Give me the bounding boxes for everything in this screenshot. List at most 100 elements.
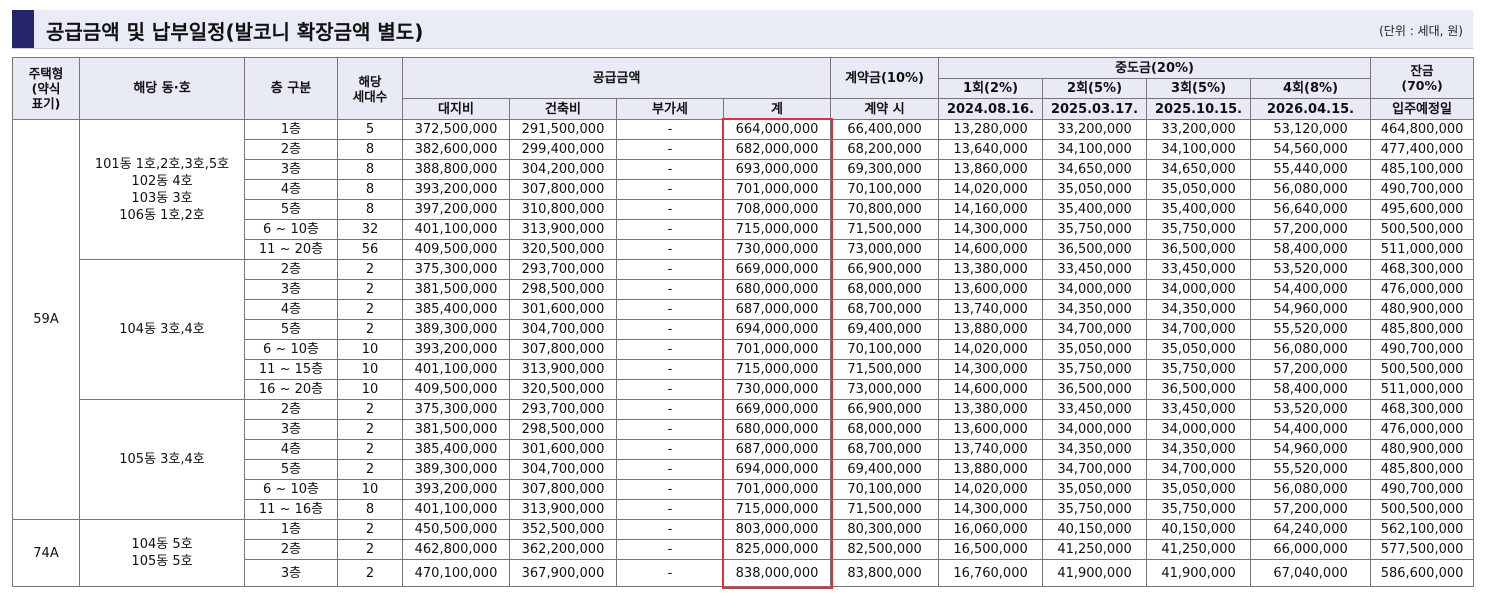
land-cell: 409,500,000: [402, 239, 510, 260]
table-row: 5층 2 389,300,000 304,700,000-694,000,000 69,…: [13, 319, 1475, 340]
land-cell: 388,800,000: [402, 159, 510, 180]
table-row: 3층 2 381,500,000 298,500,000-680,000,000 68,…: [13, 419, 1475, 440]
building-cell: 304,700,000: [509, 319, 617, 340]
units-cell: 2: [337, 419, 403, 440]
building-cell: 301,600,000: [509, 299, 617, 320]
table-row: 3층 2 470,100,000 367,900,000-838,000,000 83,…: [13, 559, 1475, 587]
balance-cell: 480,900,000: [1370, 439, 1475, 460]
total-cell: 838,000,000: [722, 559, 832, 587]
m1-cell: 14,020,000: [938, 479, 1044, 500]
header-m4: 4회(8%): [1250, 78, 1372, 99]
units-cell: 2: [337, 519, 403, 540]
total-cell: 701,000,000: [722, 339, 832, 360]
m3-cell: 34,000,000: [1146, 279, 1252, 300]
m4-cell: 54,960,000: [1250, 439, 1372, 460]
total-cell: 730,000,000: [722, 379, 832, 400]
vat-cell: -: [616, 279, 724, 300]
deposit-cell: 70,100,000: [830, 179, 940, 200]
land-cell: 385,400,000: [402, 299, 510, 320]
total-cell: 730,000,000: [722, 239, 832, 260]
units-cell: 8: [337, 159, 403, 180]
units-cell: 2: [337, 259, 403, 280]
table-row: 59A 101동 1호,2호,3호,5호 102동 4호 103동 3호 106동 1호…: [12, 119, 1475, 520]
m2-cell: 35,750,000: [1042, 219, 1148, 240]
total-cell: 825,000,000: [722, 539, 832, 560]
m2-cell: 33,450,000: [1042, 399, 1148, 420]
dong-ho-line: 102동 4호: [131, 173, 193, 189]
units-cell: 10: [337, 339, 403, 360]
deposit-cell: 80,300,000: [830, 519, 940, 540]
land-cell: 389,300,000: [402, 319, 510, 340]
vat-cell: -: [616, 379, 724, 400]
land-cell: 409,500,000: [402, 379, 510, 400]
vat-cell: -: [616, 359, 724, 380]
land-cell: 401,100,000: [402, 359, 510, 380]
land-cell: 401,100,000: [402, 499, 510, 520]
units-cell: 32: [337, 219, 403, 240]
units-cell: 2: [337, 559, 403, 587]
units-cell: 10: [337, 379, 403, 400]
floor-cell: 16 ~ 20층: [244, 379, 338, 400]
table-row: 16 ~ 20층 10 409,500,000 320,500,000-730,000…: [13, 379, 1475, 400]
m1-cell: 13,860,000: [938, 159, 1044, 180]
building-cell: 304,200,000: [509, 159, 617, 180]
floor-cell: 11 ~ 16층: [244, 499, 338, 520]
land-cell: 393,200,000: [402, 179, 510, 200]
header-deposit-when: 계약 시: [830, 98, 940, 120]
m3-cell: 40,150,000: [1146, 519, 1252, 540]
dong-ho-cell: 101동 1호,2호,3호,5호 102동 4호 103동 3호 106동 1호,2호: [79, 119, 245, 260]
vat-cell: -: [616, 499, 724, 520]
vat-cell: -: [616, 239, 724, 260]
dong-ho-line: 101동 1호,2호,3호,5호: [94, 156, 230, 172]
units-cell: 10: [337, 359, 403, 380]
total-cell: 715,000,000: [722, 359, 832, 380]
balance-cell: 490,700,000: [1370, 179, 1475, 200]
vat-cell: -: [616, 339, 724, 360]
deposit-cell: 68,700,000: [830, 439, 940, 460]
deposit-cell: 71,500,000: [830, 499, 940, 520]
floor-cell: 1층: [244, 519, 338, 540]
floor-cell: 11 ~ 20층: [244, 239, 338, 260]
header-m4-date: 2026.04.15.: [1250, 98, 1372, 120]
m3-cell: 34,650,000: [1146, 159, 1252, 180]
header-middle-payment: 중도금(20%): [938, 57, 1372, 79]
type-cell: 59A: [12, 119, 80, 520]
units-cell: 8: [337, 499, 403, 520]
unit-note: (단위 : 세대, 원): [1379, 24, 1463, 38]
header-deposit: 계약금(10%): [830, 57, 940, 99]
units-cell: 56: [337, 239, 403, 260]
vat-cell: -: [616, 559, 724, 587]
m3-cell: 41,250,000: [1146, 539, 1252, 560]
building-cell: 313,900,000: [509, 499, 617, 520]
dong-ho-line: 104동 5호: [131, 537, 193, 552]
building-cell: 313,900,000: [509, 219, 617, 240]
building-cell: 362,200,000: [509, 539, 617, 560]
table-row: 6 ~ 10층 32 401,100,000 313,900,000-715,000,…: [13, 219, 1475, 240]
m3-cell: 35,050,000: [1146, 179, 1252, 200]
deposit-cell: 66,900,000: [830, 399, 940, 420]
header-dong-ho: 해당 동·호: [79, 57, 245, 120]
land-cell: 450,500,000: [402, 519, 510, 540]
total-cell: 687,000,000: [722, 299, 832, 320]
m2-cell: 34,700,000: [1042, 459, 1148, 480]
land-cell: 389,300,000: [402, 459, 510, 480]
header-units-text: 해당 세대수: [352, 73, 388, 104]
total-cell: 694,000,000: [722, 319, 832, 340]
building-cell: 307,800,000: [509, 339, 617, 360]
m3-cell: 35,750,000: [1146, 499, 1252, 520]
m2-cell: 34,700,000: [1042, 319, 1148, 340]
vat-cell: -: [616, 119, 724, 140]
land-cell: 372,500,000: [402, 119, 510, 140]
table-row: 5층 2 389,300,000 304,700,000-694,000,000 69,…: [13, 459, 1475, 480]
floor-cell: 3층: [244, 159, 338, 180]
m4-cell: 53,520,000: [1250, 259, 1372, 280]
deposit-cell: 83,800,000: [830, 559, 940, 587]
floor-cell: 2층: [244, 399, 338, 420]
units-cell: 8: [337, 139, 403, 160]
m2-cell: 34,650,000: [1042, 159, 1148, 180]
balance-cell: 468,300,000: [1370, 259, 1475, 280]
land-cell: 375,300,000: [402, 259, 510, 280]
dong-ho-line: 104동 3호,4호: [119, 322, 205, 337]
m3-cell: 36,500,000: [1146, 379, 1252, 400]
deposit-cell: 73,000,000: [830, 379, 940, 400]
